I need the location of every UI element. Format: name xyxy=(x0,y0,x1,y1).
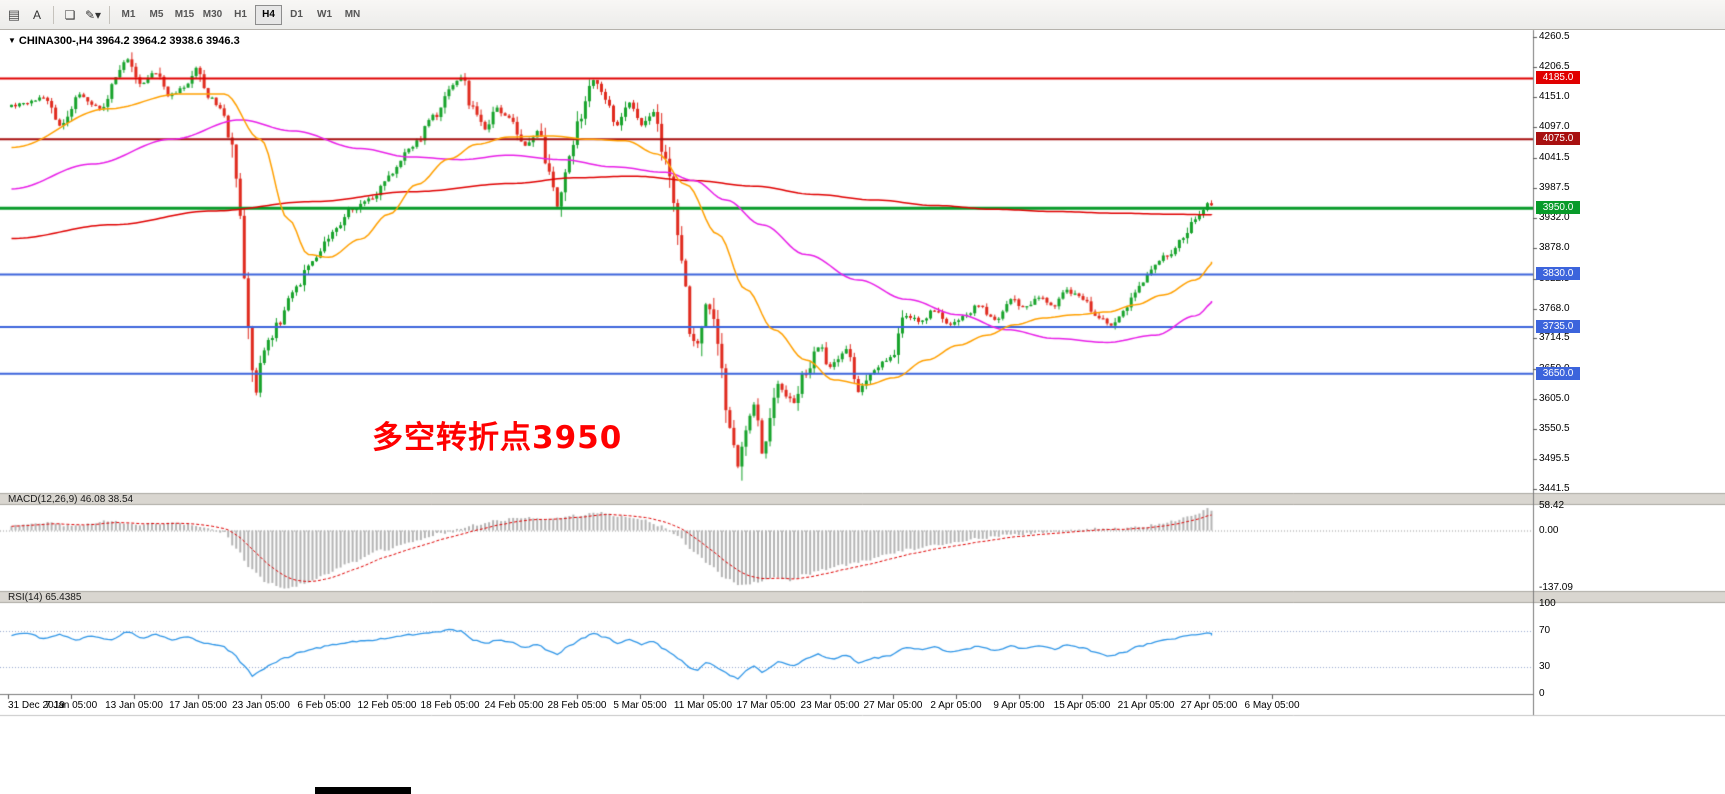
date-label: 6 Feb 05:00 xyxy=(297,700,351,711)
level-price-label: 3830.0 xyxy=(1536,267,1580,280)
timeframe-button-w1[interactable]: W1 xyxy=(311,5,338,25)
price-tick: 3605.0 xyxy=(1539,393,1570,404)
price-tick: 4206.5 xyxy=(1539,61,1570,72)
timeframe-button-mn[interactable]: MN xyxy=(339,5,366,25)
date-label: 28 Feb 05:00 xyxy=(547,700,607,711)
price-tick: 4097.0 xyxy=(1539,121,1570,132)
date-label: 15 Apr 05:00 xyxy=(1053,700,1111,711)
macd-pane[interactable] xyxy=(0,505,1533,590)
timeframe-button-h4[interactable]: H4 xyxy=(255,4,282,25)
rsi-pane[interactable] xyxy=(0,603,1533,695)
date-label: 12 Feb 05:00 xyxy=(357,700,417,711)
price-tick: 4151.0 xyxy=(1539,91,1570,102)
taskbar-fragment xyxy=(315,787,411,794)
price-tick: 4260.5 xyxy=(1539,31,1570,42)
price-tick: 3932.0 xyxy=(1539,212,1570,223)
date-label: 24 Feb 05:00 xyxy=(484,700,544,711)
timeframe-button-m30[interactable]: M30 xyxy=(199,5,226,25)
date-label: 17 Mar 05:00 xyxy=(736,700,796,711)
draw-tool-button[interactable]: ✎ ▾ xyxy=(82,5,104,25)
macd-tick: 58.42 xyxy=(1539,500,1565,511)
price-tick: 3714.5 xyxy=(1539,332,1570,343)
price-tick: 3768.0 xyxy=(1539,303,1570,314)
chart-title: ▼ CHINA300-,H4 3964.2 3964.2 3938.6 3946.… xyxy=(8,35,240,47)
date-label: 13 Jan 05:00 xyxy=(105,700,163,711)
date-label: 9 Apr 05:00 xyxy=(993,700,1045,711)
window-layout-icon[interactable]: ▤ xyxy=(7,6,21,22)
timeframe-button-d1[interactable]: D1 xyxy=(283,5,310,25)
chart-title-text: CHINA300-,H4 3964.2 3964.2 3938.6 3946.3 xyxy=(18,35,240,47)
level-price-label: 3650.0 xyxy=(1536,367,1580,380)
symbol-caret-icon: ▼ xyxy=(8,36,16,45)
date-label: 23 Mar 05:00 xyxy=(800,700,860,711)
price-tick: 3441.5 xyxy=(1539,483,1570,494)
toolbar-separator xyxy=(109,5,110,24)
timeframe-button-m5[interactable]: M5 xyxy=(143,5,170,25)
toolbar: ▤ A ❏ ✎ ▾ M1 M5 M15 M30 H1 H4 D1 W1 MN xyxy=(0,0,1725,30)
price-tick: 3495.5 xyxy=(1539,453,1570,464)
level-price-label: 3735.0 xyxy=(1536,320,1580,333)
pencil-icon: ✎ xyxy=(84,7,96,22)
timeframe-button-h1[interactable]: H1 xyxy=(227,5,254,25)
toolbar-separator xyxy=(53,5,54,24)
price-pane[interactable] xyxy=(0,31,1533,493)
date-label: 7 Jan 05:00 xyxy=(44,700,98,711)
timeframe-button-m15[interactable]: M15 xyxy=(171,5,198,25)
level-price-label: 4185.0 xyxy=(1536,71,1580,84)
level-price-label: 3950.0 xyxy=(1536,201,1580,214)
rsi-tick: 0 xyxy=(1539,688,1545,699)
date-label: 23 Jan 05:00 xyxy=(232,700,290,711)
rsi-label: RSI(14) 65.4385 xyxy=(8,592,82,603)
date-label: 27 Mar 05:00 xyxy=(863,700,923,711)
rsi-tick: 30 xyxy=(1539,661,1551,672)
rsi-tick: 70 xyxy=(1539,625,1551,636)
rsi-tick: 100 xyxy=(1539,598,1556,609)
date-label: 27 Apr 05:00 xyxy=(1180,700,1238,711)
caret-down-icon: ▾ xyxy=(95,7,102,22)
date-label: 5 Mar 05:00 xyxy=(613,700,667,711)
date-label: 2 Apr 05:00 xyxy=(930,700,982,711)
date-label: 21 Apr 05:00 xyxy=(1117,700,1175,711)
date-label: 18 Feb 05:00 xyxy=(420,700,480,711)
date-label: 17 Jan 05:00 xyxy=(169,700,227,711)
level-price-label: 4075.0 xyxy=(1536,132,1580,145)
objects-tool-button[interactable]: ❏ xyxy=(59,5,81,25)
macd-tick: 0.00 xyxy=(1539,525,1559,536)
date-label: 31 Dec 2019 xyxy=(8,700,65,711)
timeframe-button-m1[interactable]: M1 xyxy=(115,5,142,25)
macd-label: MACD(12,26,9) 46.08 38.54 xyxy=(8,494,134,505)
timeframe-row: M1 M5 M15 M30 H1 H4 D1 W1 MN xyxy=(115,4,366,25)
price-tick: 4041.5 xyxy=(1539,152,1570,163)
date-label: 11 Mar 05:00 xyxy=(673,700,733,711)
price-tick: 3878.0 xyxy=(1539,242,1570,253)
price-tick: 3550.5 xyxy=(1539,423,1570,434)
date-label: 6 May 05:00 xyxy=(1244,700,1300,711)
macd-tick: -137.09 xyxy=(1539,582,1573,593)
annotation-tool-button[interactable]: A xyxy=(26,5,48,25)
price-tick: 3987.5 xyxy=(1539,182,1570,193)
chart-annotation: 多空转折点3950 xyxy=(372,420,623,456)
